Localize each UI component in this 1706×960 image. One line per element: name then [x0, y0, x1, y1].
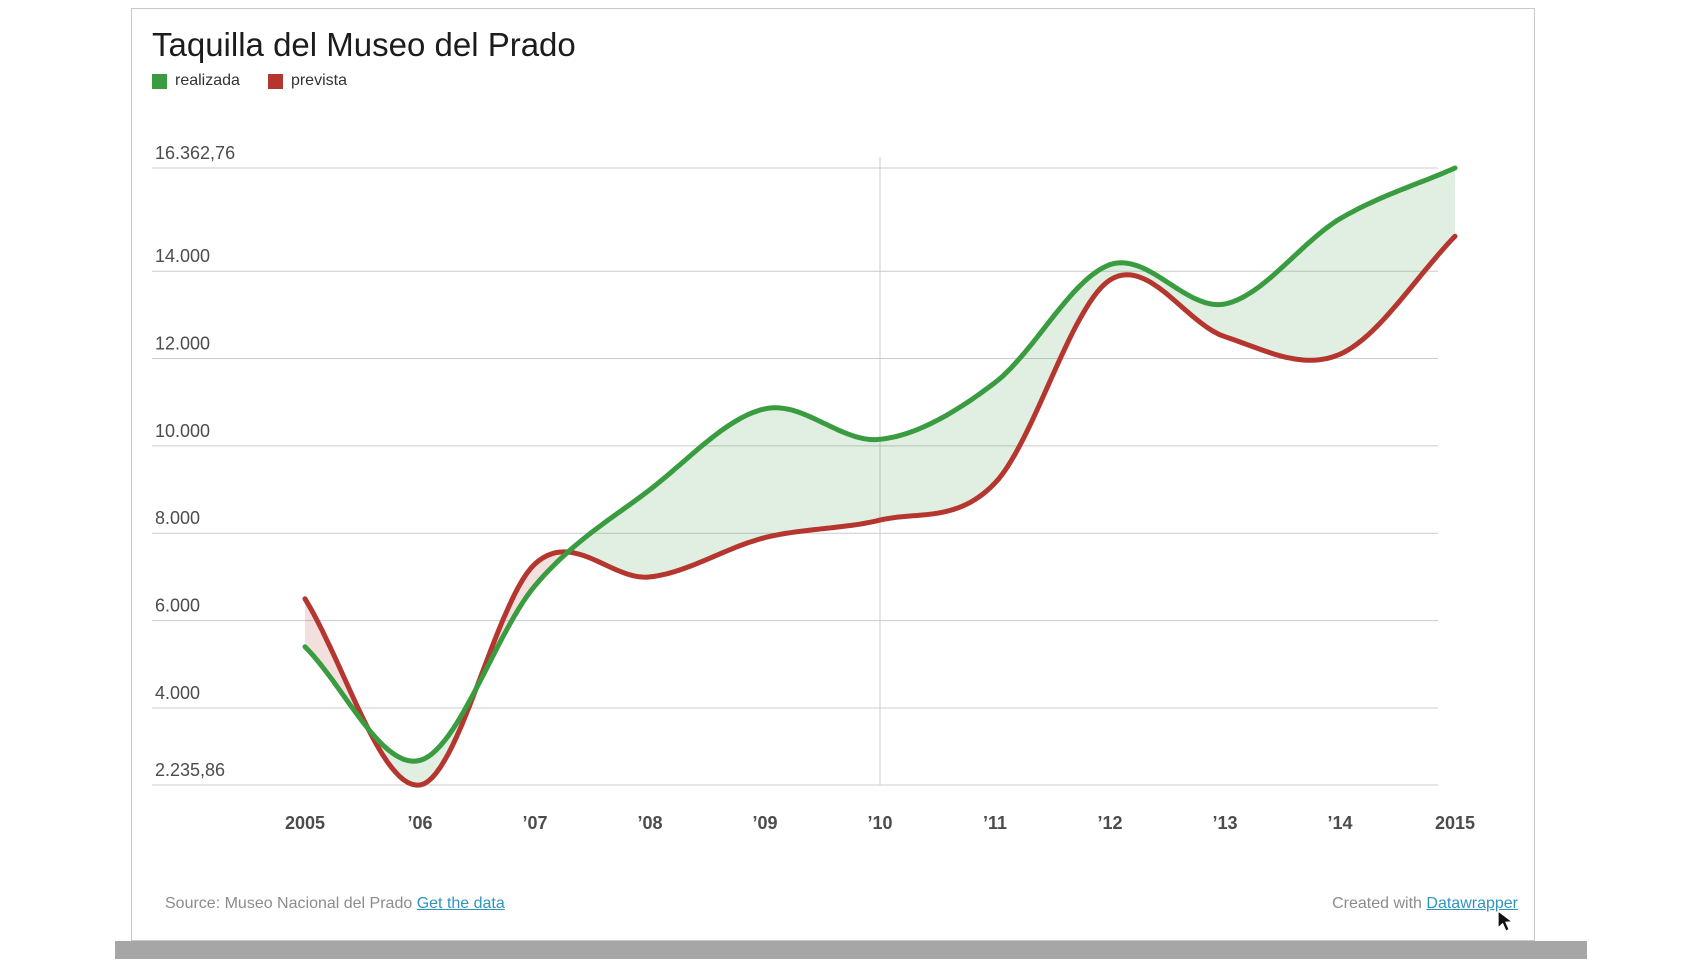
x-axis-tick-label: ’10 — [867, 813, 892, 833]
x-axis-tick-label: ’12 — [1097, 813, 1122, 833]
band-fill-realizada-above — [368, 688, 477, 786]
y-axis-tick-label: 2.235,86 — [155, 760, 225, 780]
chart-legend: realizada prevista — [152, 72, 347, 90]
credit-line: Created with Datawrapper — [1332, 895, 1518, 913]
x-axis-tick-label: 2005 — [285, 813, 325, 833]
x-axis-tick-label: ’11 — [983, 813, 1007, 833]
x-axis-tick-label: ’08 — [637, 813, 662, 833]
created-with-text: Created with — [1332, 895, 1422, 912]
y-axis-tick-label: 14.000 — [155, 246, 210, 266]
x-axis-tick-label: ’13 — [1212, 813, 1237, 833]
mouse-cursor-icon — [1497, 910, 1514, 932]
legend-item-realizada: realizada — [152, 72, 240, 90]
realizada-line — [302, 165, 1458, 764]
x-axis-tick-label: 2015 — [1435, 813, 1475, 833]
legend-item-prevista: prevista — [267, 72, 347, 90]
source-text: Source: Museo Nacional del Prado — [165, 895, 413, 912]
band-fill-realizada-above — [567, 168, 1455, 578]
y-axis-tick-label: 10.000 — [155, 421, 210, 441]
legend-label: prevista — [290, 72, 347, 89]
datawrapper-link[interactable]: Datawrapper — [1426, 895, 1518, 912]
x-axis-tick-label: ’06 — [407, 813, 432, 833]
x-axis-tick-label: ’09 — [752, 813, 777, 833]
y-axis-tick-label: 6.000 — [155, 596, 200, 616]
chart-title: Taquilla del Museo del Prado — [152, 26, 576, 63]
prevista-swatch-icon — [267, 73, 283, 89]
x-axis-tick-label: ’07 — [522, 813, 547, 833]
y-axis-tick-label: 8.000 — [155, 508, 200, 528]
realizada-swatch-icon — [152, 73, 167, 89]
prevista-line — [302, 233, 1458, 788]
get-the-data-link[interactable]: Get the data — [416, 895, 505, 912]
x-axis-tick-label: ’14 — [1327, 813, 1352, 833]
y-axis-tick-label: 4.000 — [155, 683, 200, 703]
legend-label: realizada — [175, 72, 240, 89]
y-axis-tick-label: 12.000 — [155, 334, 210, 354]
page-bottom-bar — [115, 941, 1587, 959]
y-axis-tick-label: 16.362,76 — [155, 143, 235, 163]
source-line: Source: Museo Nacional del Prado Get the… — [165, 895, 505, 913]
